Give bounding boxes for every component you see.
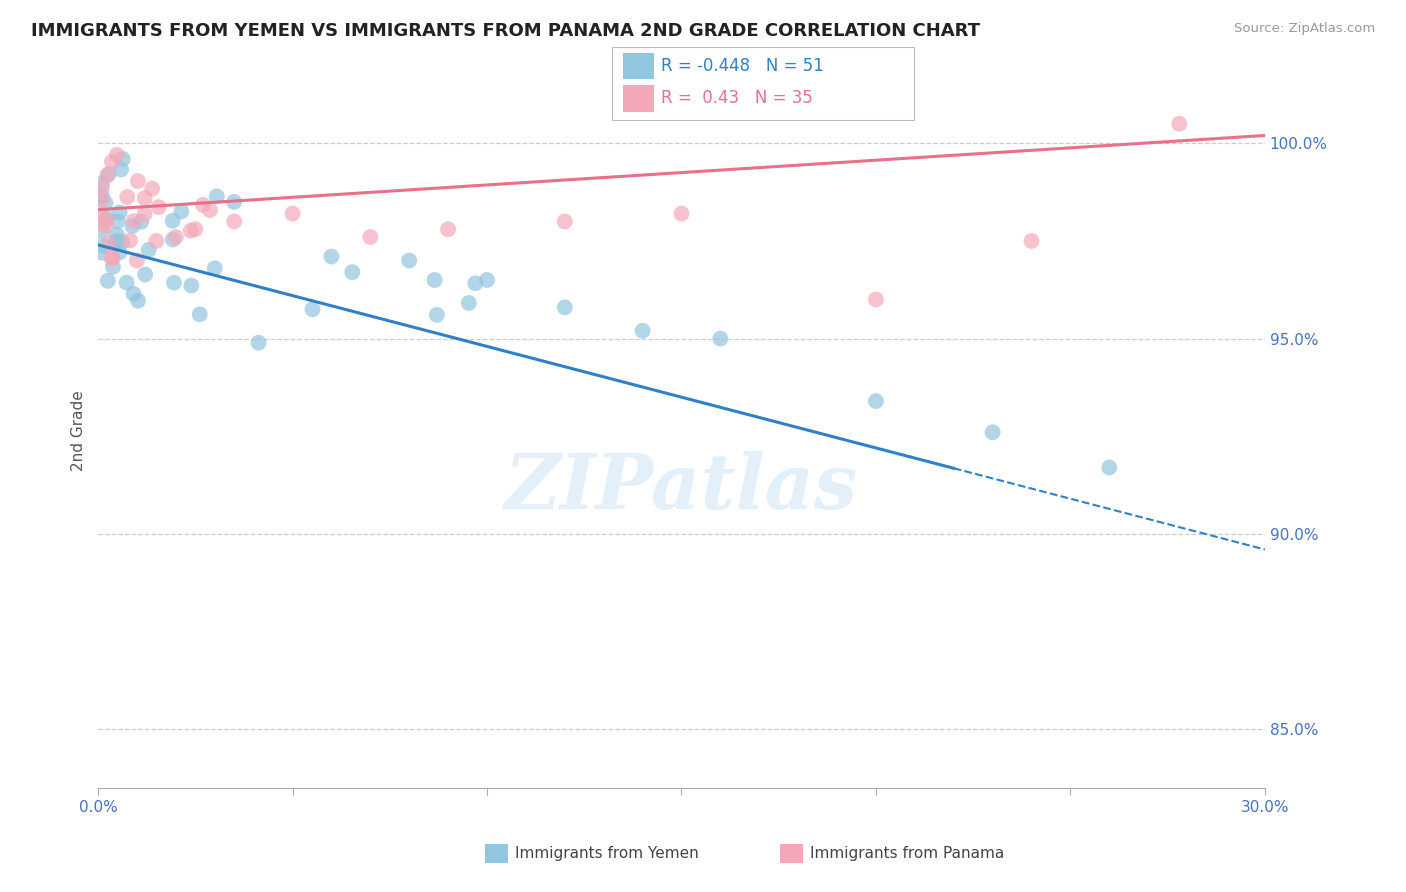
Point — [90, 193, 112, 207]
Point — [204, 261, 226, 276]
Point — [198, 203, 221, 218]
Point — [105, 227, 128, 242]
Point — [437, 222, 460, 236]
Point — [117, 190, 139, 204]
Point — [90, 188, 112, 202]
Text: R =  0.43   N = 35: R = 0.43 N = 35 — [661, 89, 813, 107]
Point — [865, 394, 887, 409]
Point — [111, 235, 134, 250]
Point — [148, 200, 170, 214]
Point — [423, 273, 446, 287]
Point — [100, 251, 122, 265]
Point — [97, 274, 120, 288]
Text: IMMIGRANTS FROM YEMEN VS IMMIGRANTS FROM PANAMA 2ND GRADE CORRELATION CHART: IMMIGRANTS FROM YEMEN VS IMMIGRANTS FROM… — [31, 22, 980, 40]
Point — [184, 222, 207, 236]
Point — [111, 152, 134, 166]
Point — [134, 268, 156, 282]
Point — [1021, 234, 1043, 248]
Point — [90, 224, 112, 238]
Point — [145, 234, 167, 248]
Point — [1168, 117, 1191, 131]
Point — [94, 219, 117, 233]
Point — [101, 154, 124, 169]
Point — [96, 211, 118, 225]
Point — [105, 148, 128, 162]
Text: Immigrants from Yemen: Immigrants from Yemen — [515, 847, 699, 861]
Point — [671, 206, 693, 220]
Point — [91, 238, 114, 252]
Point — [224, 194, 246, 209]
Point — [138, 243, 160, 257]
Point — [163, 276, 186, 290]
Point — [281, 206, 304, 220]
Point — [141, 181, 163, 195]
Point — [134, 191, 156, 205]
Point — [90, 245, 112, 260]
Point — [554, 301, 576, 315]
Point — [321, 250, 343, 264]
Point — [301, 302, 323, 317]
Point — [108, 245, 131, 260]
Point — [224, 214, 246, 228]
Point — [94, 196, 117, 211]
Point — [115, 276, 138, 290]
Point — [247, 335, 270, 350]
Point — [165, 230, 187, 244]
Point — [180, 223, 202, 237]
Point — [125, 253, 148, 268]
Point — [359, 230, 381, 244]
Point — [188, 307, 211, 321]
Point — [129, 215, 152, 229]
Point — [98, 236, 121, 251]
Point — [90, 177, 112, 191]
Point — [90, 211, 112, 225]
Point — [96, 213, 118, 227]
Point — [107, 234, 129, 248]
Point — [121, 219, 143, 233]
Text: R = -0.448   N = 51: R = -0.448 N = 51 — [661, 57, 824, 75]
Point — [96, 169, 118, 183]
Point — [127, 174, 149, 188]
Point — [426, 308, 449, 322]
Point — [865, 293, 887, 307]
Point — [122, 286, 145, 301]
Point — [162, 214, 184, 228]
Text: Immigrants from Panama: Immigrants from Panama — [810, 847, 1004, 861]
Point — [170, 204, 193, 219]
Text: Source: ZipAtlas.com: Source: ZipAtlas.com — [1234, 22, 1375, 36]
Point — [134, 207, 156, 221]
Point — [110, 162, 132, 177]
Point — [180, 278, 202, 293]
Point — [1098, 460, 1121, 475]
Point — [127, 293, 149, 308]
Point — [554, 214, 576, 228]
Point — [162, 233, 184, 247]
Point — [101, 260, 124, 274]
Point — [191, 198, 214, 212]
Point — [90, 180, 112, 194]
Point — [457, 296, 479, 310]
Y-axis label: 2nd Grade: 2nd Grade — [72, 390, 86, 471]
Point — [107, 214, 129, 228]
Point — [398, 253, 420, 268]
Point — [631, 324, 654, 338]
Point — [709, 332, 731, 346]
Point — [981, 425, 1004, 440]
Point — [101, 252, 124, 266]
Point — [97, 167, 120, 181]
Point — [464, 277, 486, 291]
Point — [205, 189, 228, 203]
Point — [342, 265, 364, 279]
Point — [118, 234, 141, 248]
Point — [475, 273, 498, 287]
Point — [122, 214, 145, 228]
Point — [108, 205, 131, 219]
Point — [105, 235, 128, 249]
Text: ZIPatlas: ZIPatlas — [505, 450, 858, 524]
